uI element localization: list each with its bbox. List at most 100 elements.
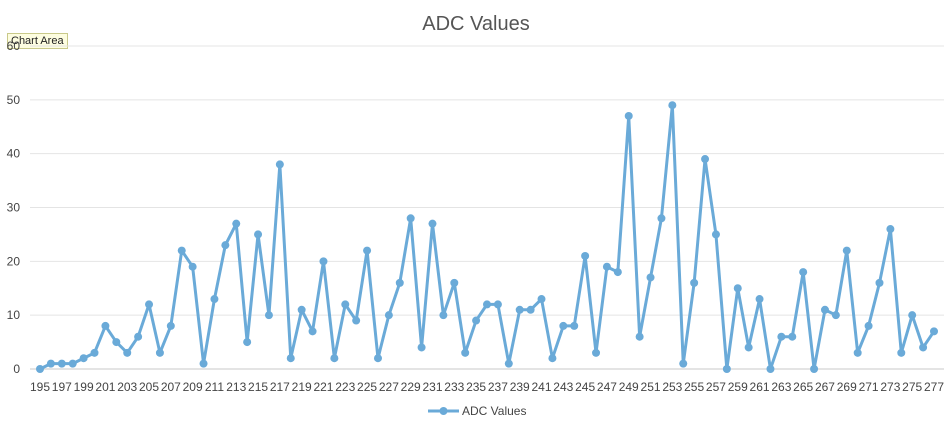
- data-point[interactable]: [810, 365, 819, 373]
- data-point[interactable]: [275, 160, 284, 169]
- data-point[interactable]: [417, 343, 426, 352]
- x-tick-label: 235: [466, 380, 486, 394]
- data-point[interactable]: [264, 311, 273, 320]
- data-point[interactable]: [90, 348, 99, 357]
- data-point[interactable]: [483, 300, 491, 309]
- data-point[interactable]: [853, 348, 862, 357]
- data-point[interactable]: [493, 300, 502, 309]
- data-point[interactable]: [319, 257, 328, 266]
- data-point[interactable]: [46, 359, 55, 368]
- data-point[interactable]: [733, 284, 742, 293]
- data-point[interactable]: [548, 354, 557, 363]
- data-point[interactable]: [930, 327, 938, 336]
- x-tick-label: 197: [52, 380, 72, 394]
- x-tick-label: 253: [662, 380, 682, 394]
- data-point[interactable]: [363, 246, 372, 255]
- data-point[interactable]: [79, 354, 88, 363]
- data-point[interactable]: [68, 359, 77, 368]
- data-point[interactable]: [777, 332, 786, 341]
- data-point[interactable]: [341, 300, 350, 309]
- data-point[interactable]: [461, 348, 470, 357]
- data-point[interactable]: [134, 332, 143, 341]
- data-point[interactable]: [766, 365, 775, 373]
- data-point[interactable]: [330, 354, 339, 363]
- data-point[interactable]: [395, 278, 404, 287]
- data-point[interactable]: [450, 278, 459, 287]
- x-tick-label: 225: [357, 380, 377, 394]
- data-point[interactable]: [788, 332, 797, 341]
- data-point[interactable]: [624, 111, 633, 120]
- data-point[interactable]: [711, 230, 720, 239]
- data-point[interactable]: [602, 262, 611, 271]
- data-point[interactable]: [755, 295, 764, 304]
- data-point[interactable]: [908, 311, 917, 320]
- data-point[interactable]: [842, 246, 851, 255]
- data-point[interactable]: [123, 348, 132, 357]
- x-tick-label: 201: [95, 380, 115, 394]
- x-tick-label: 217: [270, 380, 290, 394]
- data-point[interactable]: [701, 155, 710, 164]
- data-point[interactable]: [254, 230, 263, 239]
- x-tick-label: 275: [902, 380, 922, 394]
- data-point[interactable]: [722, 365, 731, 373]
- data-point[interactable]: [297, 305, 306, 314]
- data-point[interactable]: [406, 214, 415, 223]
- x-tick-label: 249: [619, 380, 639, 394]
- data-point[interactable]: [166, 321, 175, 330]
- data-point[interactable]: [646, 273, 655, 282]
- legend-marker-icon: [439, 407, 448, 415]
- data-point[interactable]: [744, 343, 753, 352]
- data-point[interactable]: [504, 359, 513, 368]
- x-tick-label: 211: [205, 380, 224, 394]
- data-point[interactable]: [199, 359, 208, 368]
- legend[interactable]: ADC Values: [428, 404, 526, 418]
- data-point[interactable]: [472, 316, 481, 325]
- data-point[interactable]: [668, 101, 677, 110]
- x-tick-label: 257: [706, 380, 726, 394]
- data-point[interactable]: [112, 338, 121, 347]
- data-point[interactable]: [570, 321, 579, 330]
- data-point[interactable]: [439, 311, 448, 320]
- data-point[interactable]: [799, 268, 808, 277]
- data-point[interactable]: [515, 305, 524, 314]
- data-point[interactable]: [559, 321, 568, 330]
- data-point[interactable]: [286, 354, 295, 363]
- data-point[interactable]: [36, 365, 44, 373]
- data-point[interactable]: [635, 332, 644, 341]
- data-point[interactable]: [864, 321, 873, 330]
- data-point[interactable]: [145, 300, 154, 309]
- data-point[interactable]: [679, 359, 688, 368]
- data-point[interactable]: [428, 219, 437, 228]
- data-point[interactable]: [831, 311, 840, 320]
- data-point[interactable]: [101, 321, 110, 330]
- data-point[interactable]: [352, 316, 361, 325]
- data-point[interactable]: [308, 327, 317, 336]
- y-tick-label: 10: [7, 308, 21, 322]
- y-tick-label: 60: [7, 39, 21, 53]
- x-tick-label: 263: [771, 380, 791, 394]
- data-point[interactable]: [537, 295, 546, 304]
- data-point[interactable]: [886, 225, 895, 234]
- data-point[interactable]: [177, 246, 186, 255]
- data-point[interactable]: [57, 359, 66, 368]
- data-point[interactable]: [243, 338, 252, 347]
- data-point[interactable]: [155, 348, 164, 357]
- data-point[interactable]: [232, 219, 241, 228]
- data-point[interactable]: [373, 354, 382, 363]
- data-point[interactable]: [526, 305, 535, 314]
- data-point[interactable]: [657, 214, 666, 223]
- data-point[interactable]: [581, 251, 590, 260]
- data-point[interactable]: [690, 278, 699, 287]
- data-point[interactable]: [188, 262, 197, 271]
- data-point[interactable]: [919, 343, 928, 352]
- data-point[interactable]: [221, 241, 230, 250]
- data-point[interactable]: [210, 295, 219, 304]
- data-point[interactable]: [384, 311, 393, 320]
- x-tick-label: 243: [553, 380, 573, 394]
- data-point[interactable]: [820, 305, 829, 314]
- data-point[interactable]: [897, 348, 906, 357]
- data-point[interactable]: [613, 268, 622, 277]
- data-point[interactable]: [592, 348, 601, 357]
- data-point[interactable]: [875, 278, 884, 287]
